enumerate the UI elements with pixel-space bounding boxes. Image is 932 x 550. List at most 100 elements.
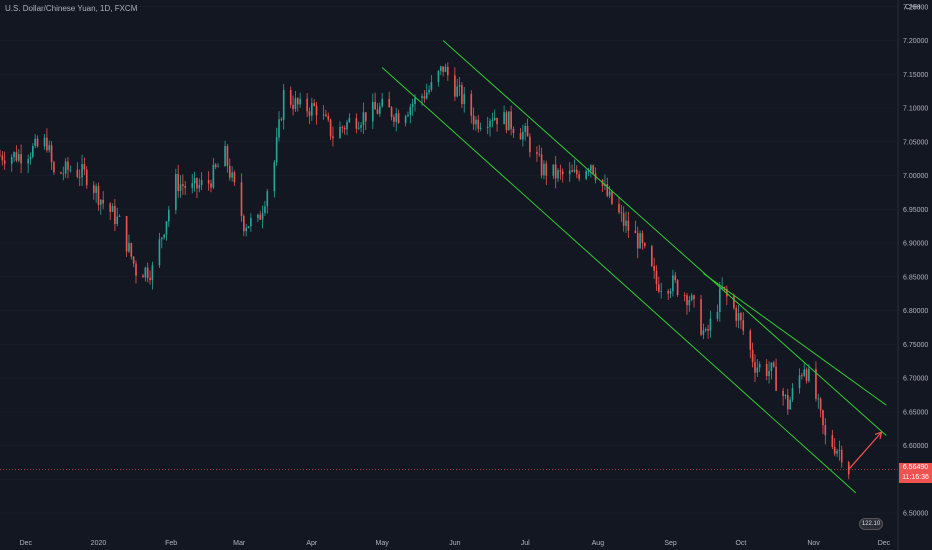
candle-body	[273, 162, 276, 192]
candle-body	[627, 220, 630, 231]
candle-body	[784, 395, 787, 397]
candle-body	[261, 212, 264, 220]
candle-body	[332, 136, 334, 139]
x-tick-label: Feb	[165, 540, 177, 547]
projection-arrow	[848, 431, 883, 470]
candle-body	[97, 186, 100, 205]
candle-body	[191, 183, 194, 188]
candle-body	[217, 166, 219, 168]
candle-body	[519, 133, 522, 140]
candle-body	[836, 450, 838, 454]
candle-body	[439, 66, 442, 71]
y-tick-label: 7.15000	[903, 72, 928, 79]
candle-body	[308, 111, 311, 116]
candle-body	[414, 97, 416, 105]
candle-body	[280, 119, 283, 121]
y-tick-label: 6.90000	[903, 241, 928, 248]
candle-body	[477, 119, 480, 129]
candle-body	[611, 191, 613, 204]
x-tick-label: May	[376, 540, 390, 547]
candle-body	[67, 161, 69, 170]
candle-body	[341, 126, 344, 129]
currency-label: CNH	[905, 4, 921, 11]
candle-body	[585, 171, 587, 179]
candle-body	[247, 226, 250, 228]
candle-body	[376, 109, 379, 114]
candle-body	[683, 295, 686, 296]
candle-body	[407, 114, 409, 117]
candle-body	[212, 164, 215, 188]
candle-body	[444, 66, 447, 72]
candle-body	[240, 182, 243, 217]
candle-body	[590, 165, 592, 171]
grid	[0, 6, 898, 514]
candle-body	[756, 367, 759, 373]
candle-body	[817, 398, 820, 400]
candle-body	[833, 446, 836, 454]
candle-body	[128, 243, 130, 252]
indicator-badge[interactable]: 122.10	[859, 518, 883, 530]
candle-body	[36, 138, 39, 147]
candle-body	[437, 70, 440, 83]
candle-body	[815, 368, 817, 399]
candle-body	[111, 206, 114, 212]
candle-body	[379, 106, 381, 114]
candle-body	[840, 449, 843, 463]
candle-body	[608, 191, 611, 196]
candle-body	[669, 291, 672, 294]
candle-body	[343, 128, 346, 130]
candle-body	[716, 311, 719, 319]
candle-body	[0, 155, 1, 157]
candle-body	[768, 370, 770, 377]
candle-body	[27, 159, 29, 164]
candle-body	[243, 216, 245, 232]
candle-body	[167, 209, 170, 222]
y-tick-label: 6.75000	[903, 342, 928, 349]
candle-body	[132, 256, 135, 264]
candle-body	[847, 462, 850, 475]
candle-body	[505, 112, 508, 131]
x-tick-label: Dec	[20, 540, 33, 547]
candle-body	[641, 233, 644, 244]
candle-body	[177, 174, 180, 191]
candle-body	[772, 362, 775, 367]
candle-body	[409, 106, 412, 115]
candle-body	[224, 145, 226, 167]
channel-lines	[0, 40, 898, 494]
x-tick-label: Nov	[807, 540, 820, 547]
candle-body	[808, 368, 810, 381]
candle-body	[618, 203, 620, 213]
candle-body	[226, 145, 229, 166]
candle-body	[526, 125, 529, 137]
candle-body	[423, 96, 426, 99]
candle-body	[278, 119, 280, 138]
candle-body	[838, 449, 841, 451]
candle-body	[636, 233, 639, 249]
candle-body	[775, 366, 777, 391]
candle-body	[425, 92, 428, 99]
candle-body	[831, 435, 834, 447]
candle-body	[357, 127, 360, 129]
candle-body	[655, 270, 658, 285]
x-tick-label: Mar	[233, 540, 246, 547]
candle-body	[639, 233, 641, 249]
candle-body	[700, 299, 702, 335]
x-tick-label: Apr	[306, 540, 318, 547]
candle-body	[15, 152, 18, 161]
candle-body	[275, 137, 278, 163]
candle-body	[393, 117, 395, 122]
candle-body	[740, 313, 742, 321]
candle-body	[346, 122, 348, 130]
candle-body	[479, 127, 482, 129]
candle-body	[282, 89, 285, 120]
candle-body	[151, 265, 154, 281]
candle-body	[198, 185, 201, 189]
candle-body	[257, 214, 259, 218]
candle-body	[454, 75, 456, 97]
candle-body	[99, 199, 102, 205]
candle-body	[522, 131, 524, 140]
candle-body	[1, 155, 4, 161]
candle-body	[325, 114, 327, 117]
candle-body	[193, 178, 196, 184]
